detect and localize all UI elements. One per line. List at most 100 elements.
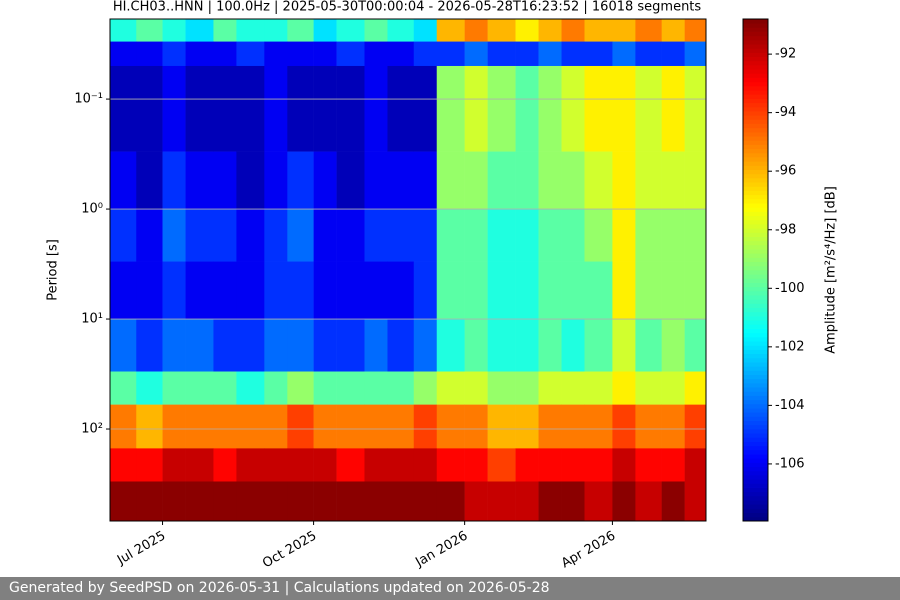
colorbar-label: Amplitude [m²/s⁴/Hz] [dB]: [824, 186, 839, 354]
colorbar-segment: [743, 119, 768, 124]
heatmap-cell: [584, 481, 613, 522]
heatmap-cell: [287, 371, 314, 405]
colorbar-segment: [743, 483, 768, 488]
heatmap-cell: [661, 371, 685, 405]
colorbar-segment: [743, 274, 768, 279]
heatmap-cell: [584, 261, 613, 320]
colorbar-segment: [743, 35, 768, 41]
colorbar-segment: [743, 198, 768, 204]
heatmap-cell: [561, 209, 585, 262]
heatmap-cell: [487, 261, 516, 320]
heatmap-cell: [336, 261, 365, 320]
heatmap-cell: [287, 448, 314, 482]
heatmap-cell: [364, 209, 388, 262]
heatmap-cell: [336, 41, 365, 67]
heatmap-cell: [661, 19, 685, 42]
heatmap-cell: [264, 41, 288, 67]
heatmap-cell: [436, 448, 465, 482]
heatmap-cell: [136, 319, 163, 372]
heatmap-cell: [561, 19, 585, 42]
heatmap-cell: [336, 371, 365, 405]
heatmap-cell: [436, 19, 465, 42]
heatmap-cell: [538, 261, 562, 320]
heatmap-cell: [487, 481, 516, 522]
heatmap-cell: [515, 209, 539, 262]
heatmap-cell: [538, 41, 562, 67]
heatmap-cell: [387, 319, 415, 372]
heatmap-cell: [515, 261, 539, 320]
heatmap-cell: [612, 65, 636, 152]
colorbar-segment: [743, 412, 768, 417]
heatmap-cell: [635, 65, 662, 152]
heatmap-cell: [538, 209, 562, 262]
heatmap-cell: [213, 209, 237, 262]
heatmap-cell: [264, 481, 288, 522]
heatmap-cell: [287, 65, 314, 152]
heatmap-cell: [684, 448, 707, 482]
colorbar-segment: [743, 290, 768, 296]
heatmap-cell: [612, 19, 636, 42]
colorbar-segment: [743, 194, 768, 200]
colorbar-segment: [743, 395, 768, 401]
colorbar-segment: [743, 236, 768, 242]
heatmap-cell: [336, 481, 365, 522]
colorbar-segment: [743, 173, 768, 179]
heatmap-cell: [538, 404, 562, 449]
heatmap-cell: [635, 481, 662, 522]
colorbar-segment: [743, 152, 768, 158]
colorbar-segment: [743, 345, 768, 350]
colorbar-segment: [743, 85, 768, 91]
colorbar-segment: [743, 508, 768, 514]
colorbar-segment: [743, 357, 768, 363]
colorbar-segment: [743, 148, 768, 154]
heatmap-cell: [661, 319, 685, 372]
heatmap-cell: [487, 209, 516, 262]
colorbar-segment: [743, 69, 768, 74]
heatmap-cell: [413, 448, 438, 482]
colorbar-segment: [743, 336, 768, 342]
colorbar-segment: [743, 27, 768, 32]
heatmap-cell: [364, 65, 388, 152]
heatmap-cell: [313, 404, 337, 449]
heatmap-cell: [336, 319, 365, 372]
heatmap-cell: [487, 65, 516, 152]
colorbar-tick-label: -100: [775, 281, 805, 296]
heatmap-cell: [661, 151, 685, 210]
heatmap-cell: [413, 151, 438, 210]
heatmap-cell: [584, 19, 613, 42]
colorbar-segment: [743, 353, 768, 359]
colorbar-segment: [743, 211, 768, 217]
heatmap-cell: [612, 448, 636, 482]
heatmap-cell: [136, 151, 163, 210]
heatmap-cell: [436, 404, 465, 449]
heatmap-cell: [635, 209, 662, 262]
heatmap-cell: [487, 319, 516, 372]
heatmap-cell: [236, 319, 265, 372]
heatmap-cell: [264, 151, 288, 210]
heatmap-cell: [464, 404, 488, 449]
heatmap-cell: [162, 65, 186, 152]
colorbar-segment: [743, 98, 768, 104]
heatmap-cell: [136, 481, 163, 522]
heatmap-cell: [487, 448, 516, 482]
heatmap-cell: [538, 448, 562, 482]
colorbar-segment: [743, 60, 768, 66]
heatmap-cell: [515, 371, 539, 405]
colorbar-segment: [743, 253, 768, 258]
plot-frame: [109, 18, 707, 522]
heatmap-cell: [538, 19, 562, 42]
heatmap-cell: [313, 261, 337, 320]
heatmap-cell: [364, 41, 388, 67]
heatmap-cell: [162, 151, 186, 210]
colorbar-segment: [743, 470, 768, 476]
heatmap-cell: [213, 65, 237, 152]
heatmap-cell: [561, 371, 585, 405]
colorbar-segment: [743, 257, 768, 263]
colorbar-segment: [743, 165, 768, 170]
heatmap-cell: [487, 41, 516, 67]
heatmap-cell: [136, 19, 163, 42]
heatmap-cell: [264, 261, 288, 320]
colorbar-segment: [743, 232, 768, 237]
heatmap-cell: [213, 41, 237, 67]
